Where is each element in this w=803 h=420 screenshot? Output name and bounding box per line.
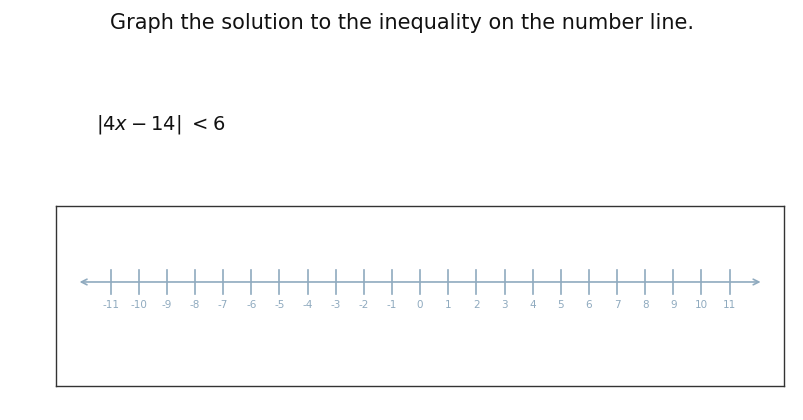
Text: -6: -6: [246, 299, 256, 310]
Text: -9: -9: [161, 299, 172, 310]
Text: -3: -3: [330, 299, 340, 310]
Text: -1: -1: [386, 299, 397, 310]
Text: -7: -7: [218, 299, 228, 310]
Text: Graph the solution to the inequality on the number line.: Graph the solution to the inequality on …: [110, 13, 693, 33]
Text: -2: -2: [358, 299, 369, 310]
Text: -10: -10: [130, 299, 147, 310]
Text: $|4x-14|\ <6$: $|4x-14|\ <6$: [96, 113, 226, 136]
Text: 0: 0: [416, 299, 423, 310]
Text: -8: -8: [190, 299, 200, 310]
Text: 1: 1: [444, 299, 451, 310]
Text: 10: 10: [694, 299, 707, 310]
Text: -11: -11: [102, 299, 119, 310]
Text: 4: 4: [528, 299, 536, 310]
Text: 6: 6: [585, 299, 592, 310]
Text: -4: -4: [302, 299, 312, 310]
Text: 11: 11: [722, 299, 736, 310]
Text: -5: -5: [274, 299, 284, 310]
Text: 3: 3: [500, 299, 507, 310]
Text: 8: 8: [641, 299, 648, 310]
Text: 5: 5: [556, 299, 564, 310]
Text: 2: 2: [472, 299, 479, 310]
Text: 9: 9: [669, 299, 676, 310]
Text: 7: 7: [613, 299, 620, 310]
